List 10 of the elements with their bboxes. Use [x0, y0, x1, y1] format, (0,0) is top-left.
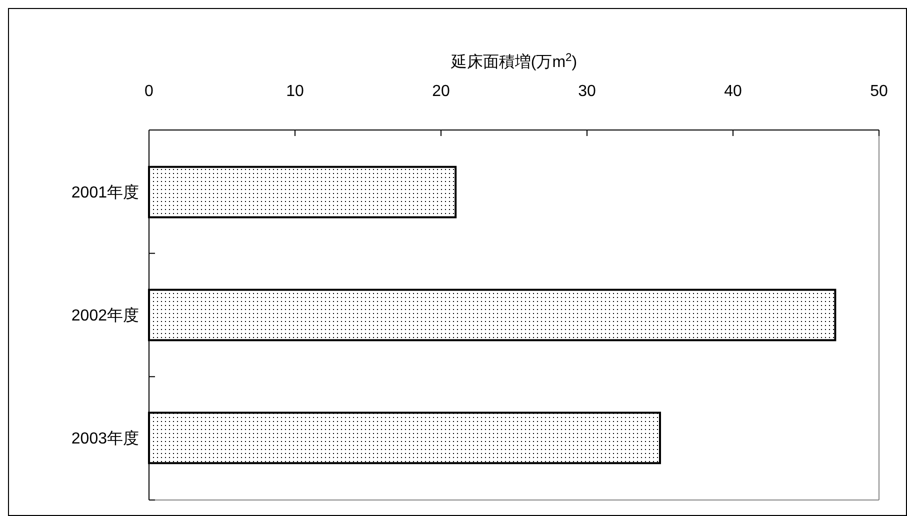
x-tick-label: 20: [432, 83, 450, 100]
x-tick-label: 40: [724, 83, 742, 100]
y-tick-label: 2001年度: [71, 184, 139, 202]
x-tick-label: 10: [286, 83, 304, 100]
x-tick-label: 0: [144, 83, 154, 100]
x-axis-title: 延床面積増(万m$^{2}$): [450, 52, 578, 71]
y-tick-label: 2002年度: [71, 306, 139, 325]
x-tick-label: 50: [870, 83, 888, 100]
y-tick-label: 2003年度: [71, 430, 139, 448]
x-tick-label: 30: [578, 83, 596, 100]
